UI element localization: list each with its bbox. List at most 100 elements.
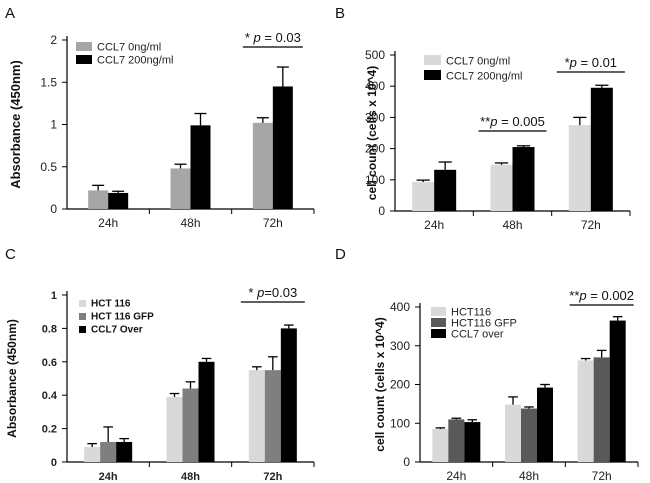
x-tick-label: 72h <box>592 469 612 483</box>
legend-label: CCL7 0ng/ml <box>446 56 510 68</box>
bar <box>448 419 465 462</box>
y-tick-label: 1 <box>51 290 57 302</box>
annotation-part: p <box>578 288 586 303</box>
bar <box>505 404 521 462</box>
bar <box>521 408 537 462</box>
x-tick-label: 24h <box>99 471 118 483</box>
y-tick-label: 400 <box>365 79 385 93</box>
legend-label: CCL7 over <box>451 329 504 341</box>
y-axis-label: Absorbance (450nm) <box>5 319 19 438</box>
x-tick-label: 24h <box>98 216 118 230</box>
legend-swatch <box>431 307 446 316</box>
legend-swatch <box>431 329 446 338</box>
bar <box>252 122 273 209</box>
annotation-part: = 0.03 <box>261 30 301 45</box>
legend-label: HCT 116 <box>91 299 131 310</box>
panel-label: B <box>335 5 345 22</box>
legend-label: CCL7 0ng/ml <box>97 42 161 54</box>
y-tick-label: 0.4 <box>42 390 58 402</box>
chart-a: A 0 0.5 1 1.5 2 Absorbance (450nm) 24h 48h 72h CCL… <box>5 5 315 230</box>
x-tick-label: 48h <box>181 471 200 483</box>
legend-label: HCT116 <box>451 307 491 319</box>
legend-label: CCL7 200ng/ml <box>446 71 522 83</box>
annotation-part: * <box>245 30 254 45</box>
bar <box>593 357 610 462</box>
bar <box>116 441 133 462</box>
annotation-part: p <box>489 114 497 129</box>
annotation-part: = 0.002 <box>587 288 634 303</box>
y-tick-label: 300 <box>390 339 410 353</box>
legend-swatch <box>424 55 441 65</box>
y-tick-label: 200 <box>365 142 385 156</box>
significance-label: **p = 0.005 <box>480 114 545 129</box>
x-tick-label: 48h <box>502 218 522 232</box>
annotation-part: * <box>248 285 257 300</box>
significance-label: **p = 0.002 <box>569 288 634 303</box>
bar <box>490 164 513 211</box>
y-tick-label: 1.5 <box>40 75 57 89</box>
bar <box>434 169 457 211</box>
annotation-part: p <box>569 55 577 70</box>
significance-label: * p = 0.03 <box>245 30 301 45</box>
legend-swatch <box>79 313 86 320</box>
y-tick-label: 0.5 <box>40 160 57 174</box>
bar <box>512 147 535 211</box>
bar <box>170 168 191 209</box>
bar <box>568 125 591 211</box>
bar <box>166 396 183 462</box>
chart-c: C 0 0.2 0.4 0.6 0.8 1 Absorbance (450nm) 24h 48h 7… <box>5 246 315 483</box>
y-tick-label: 0 <box>51 457 57 469</box>
bar <box>272 86 293 209</box>
annotation-part: p <box>256 285 264 300</box>
bar <box>248 370 265 462</box>
legend-swatch <box>76 55 92 64</box>
y-tick-label: 400 <box>390 300 410 314</box>
x-tick-label: 72h <box>263 216 283 230</box>
y-tick-label: 2 <box>50 33 57 47</box>
x-tick-label: 72h <box>263 471 282 483</box>
legend-label: CCL7 200ng/ml <box>97 55 173 67</box>
x-tick-label: 24h <box>424 218 444 232</box>
legend-label: HCT 116 GFP <box>91 312 154 323</box>
y-tick-label: 0.6 <box>42 357 57 369</box>
panel-label: D <box>335 246 346 263</box>
y-axis-label: cell count (cells x 10^4) <box>365 66 379 200</box>
panel-label: C <box>5 246 16 263</box>
bar <box>198 361 215 462</box>
legend-swatch <box>431 318 446 327</box>
legend-swatch <box>424 70 441 80</box>
annotation-part: ** <box>569 288 579 303</box>
y-tick-label: 0 <box>378 204 385 218</box>
y-axis-label: cell count (cells x 10^4) <box>373 317 387 451</box>
bar <box>609 320 626 462</box>
bar <box>577 360 594 462</box>
legend-swatch <box>79 326 86 333</box>
annotation-part: * <box>565 55 570 70</box>
bar <box>108 192 129 209</box>
legend-swatch <box>76 42 92 51</box>
x-tick-label: 24h <box>446 469 466 483</box>
significance-label: * p=0.03 <box>248 285 297 300</box>
x-tick-label: 48h <box>519 469 539 483</box>
chart-b: B 0 100 200 300 400 500 cell count (cells x 10^… <box>335 5 631 232</box>
y-tick-label: 300 <box>365 110 385 124</box>
y-axis-label: Absorbance (450nm) <box>8 60 23 189</box>
x-tick-label: 48h <box>180 216 200 230</box>
annotation-part: = 0.01 <box>577 55 617 70</box>
y-tick-label: 500 <box>365 48 385 62</box>
bar <box>537 387 553 462</box>
bar <box>84 446 101 462</box>
y-tick-label: 0 <box>50 202 57 216</box>
y-tick-label: 0.8 <box>42 323 57 335</box>
bar <box>264 370 281 462</box>
annotation-part: ** <box>480 114 490 129</box>
x-tick-label: 72h <box>581 218 601 232</box>
bar <box>412 181 435 211</box>
annotation-part: = 0.005 <box>498 114 545 129</box>
bar <box>432 429 449 462</box>
bar <box>182 388 199 462</box>
bar <box>590 87 613 211</box>
annotation-part: =0.03 <box>264 285 297 300</box>
